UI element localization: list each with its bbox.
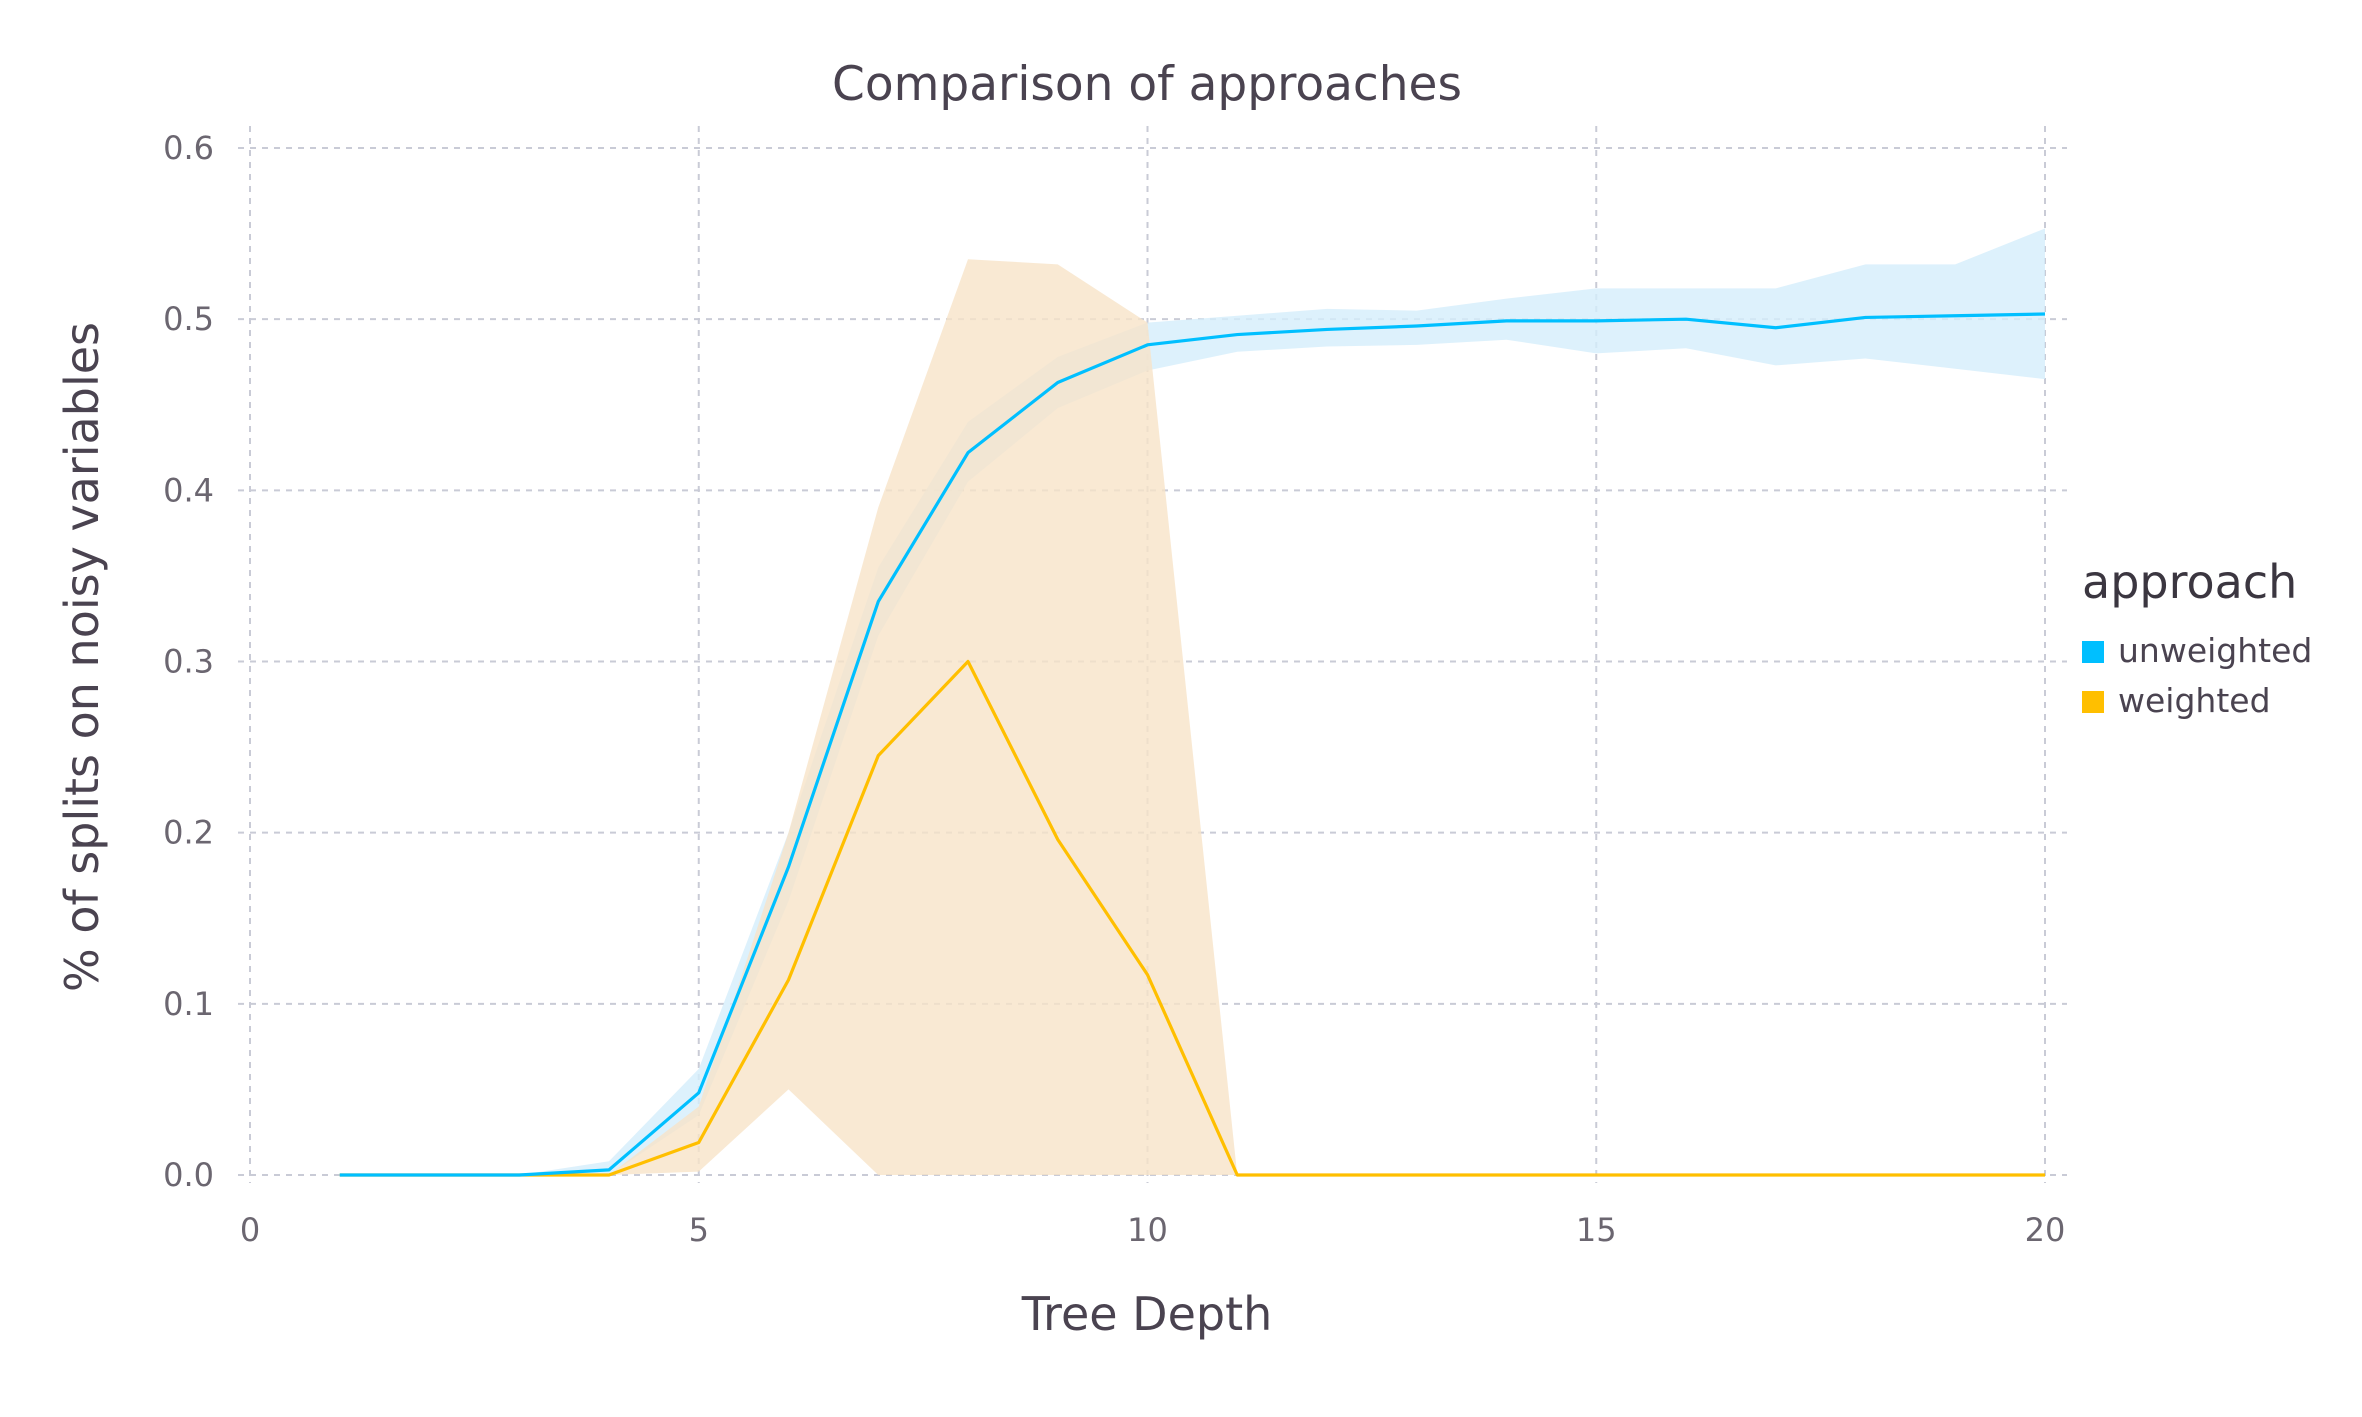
legend-swatch-unweighted [2082,641,2104,663]
y-axis-label: % of splits on noisy variables [55,322,109,992]
chart-title: Comparison of approaches [832,57,1462,112]
y-tick-label: 0.5 [163,300,214,338]
y-tick-label: 0.0 [163,1156,214,1194]
y-tick-label: 0.6 [163,129,214,167]
x-tick-label: 20 [2025,1211,2066,1249]
legend-label-weighted: weighted [2118,681,2271,720]
weighted-confidence-band [339,259,2045,1176]
legend-swatch-weighted [2082,691,2104,713]
unweighted-line [339,312,2046,1177]
y-tick-label: 0.1 [163,985,214,1023]
x-axis-ticks: 0 5 10 15 20 [240,1211,2066,1249]
y-tick-label: 0.2 [163,814,214,852]
legend-label-unweighted: unweighted [2118,631,2312,670]
x-axis-label: Tree Depth [1021,1287,1273,1341]
y-tick-label: 0.3 [163,643,214,681]
y-axis-ticks: 0.0 0.1 0.2 0.3 0.4 0.5 0.6 [163,129,214,1194]
y-tick-label: 0.4 [163,471,214,509]
series-lines [339,312,2046,1177]
legend: approach unweighted weighted [2082,555,2312,720]
x-tick-label: 5 [689,1211,709,1249]
x-tick-label: 0 [240,1211,260,1249]
legend-title: approach [2082,555,2297,609]
x-tick-label: 10 [1127,1211,1168,1249]
x-tick-label: 15 [1576,1211,1617,1249]
weighted-line [339,659,2045,1177]
confidence-bands [339,228,2045,1176]
